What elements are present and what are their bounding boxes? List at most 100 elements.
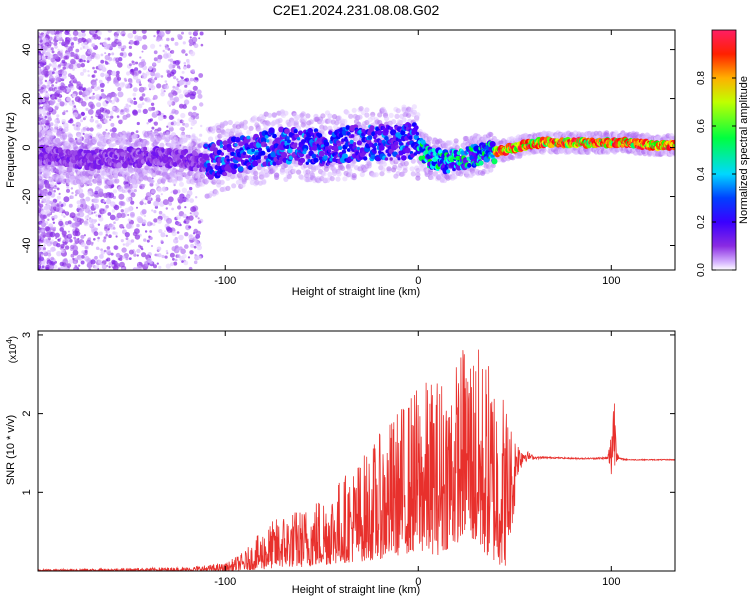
spectrogram-cell xyxy=(157,54,163,60)
spectrogram-cell xyxy=(176,231,180,234)
spectrogram-cell xyxy=(58,220,64,226)
spectrogram-cell xyxy=(102,199,106,203)
spectrogram-cell xyxy=(74,193,78,197)
spectrogram-cell xyxy=(108,99,112,103)
spectrogram-cell xyxy=(106,81,110,84)
spectrogram-cell xyxy=(160,232,166,238)
spectrogram-cell xyxy=(52,39,56,42)
spectrogram-cell xyxy=(136,206,138,209)
spectrogram-cell xyxy=(114,231,118,236)
spectrogram-cell xyxy=(139,245,143,249)
spectrogram-cell xyxy=(133,70,140,76)
spectrogram-cell xyxy=(91,241,94,245)
spectrogram-cell xyxy=(103,112,108,117)
spectrogram-cell xyxy=(176,214,182,220)
spectrogram-cell xyxy=(55,81,58,84)
spectrogram-cell xyxy=(111,264,115,267)
spectrogram-cell xyxy=(163,230,166,233)
spectrogram-cell xyxy=(164,80,168,83)
spectrogram-cell xyxy=(54,123,59,128)
spectrogram-cell xyxy=(137,109,142,113)
spectrogram-cell xyxy=(45,170,52,176)
spectrogram-cell xyxy=(191,111,198,118)
spectrogram-cell xyxy=(165,207,168,210)
spectrogram-cell xyxy=(98,216,104,222)
spectrogram-cell xyxy=(199,31,204,36)
spectrogram-cell xyxy=(342,176,348,182)
spectrogram-cell xyxy=(158,265,162,269)
spectrogram-cell xyxy=(41,253,44,256)
spectrogram-cell xyxy=(166,227,173,233)
spectrogram-cell xyxy=(121,189,126,194)
spectrogram-cell xyxy=(87,190,93,196)
spectrogram-cell xyxy=(242,124,248,130)
spectrogram-cell xyxy=(336,171,342,177)
spectrogram-cell xyxy=(181,31,184,35)
spectrogram-cell xyxy=(76,200,81,205)
spectrogram-cell xyxy=(181,187,188,193)
spectrogram-cell xyxy=(82,68,87,73)
spectrogram-cell xyxy=(77,212,81,216)
spectrogram-cell xyxy=(125,237,129,241)
spectrogram-cell xyxy=(158,210,163,215)
spectrogram-cell xyxy=(112,265,119,270)
spectrogram-cell xyxy=(59,101,65,107)
spectrogram-cell xyxy=(153,121,158,126)
spectrogram-cell xyxy=(426,136,433,142)
spectrogram-cell xyxy=(113,221,116,224)
spectrogram-cell xyxy=(97,239,100,242)
spectrogram-cell xyxy=(174,109,179,115)
spectrogram-cell xyxy=(80,54,87,60)
spectrogram-cell xyxy=(112,92,117,98)
spectrogram-cell xyxy=(63,127,69,133)
spectrogram-cell xyxy=(183,220,187,224)
spectrogram-cell xyxy=(53,53,59,59)
spectrogram-cell xyxy=(134,35,140,40)
spectrogram-cell xyxy=(168,63,174,69)
spectrogram-cell xyxy=(104,73,109,78)
spectrogram-cell xyxy=(55,107,59,111)
spectrogram-cell xyxy=(181,196,188,202)
spectrogram-cell xyxy=(79,257,83,262)
spectrogram-cell xyxy=(52,226,57,230)
spectrogram-cell xyxy=(167,100,173,106)
spectrogram-cell xyxy=(142,108,148,114)
spectrogram-cell xyxy=(51,50,55,54)
spectrogram-cell xyxy=(453,138,459,144)
spectrogram-cell xyxy=(182,253,187,259)
spectrogram-cell xyxy=(122,33,125,37)
spectrogram-cell xyxy=(69,239,73,243)
spectrogram-cell xyxy=(41,50,46,55)
spectrogram-cell xyxy=(248,125,254,131)
spectrogram-cell xyxy=(170,49,175,54)
spectrogram-cell xyxy=(57,98,62,103)
spectrogram-cell xyxy=(128,45,132,50)
spectrogram-cell xyxy=(181,120,185,123)
spectrogram-cell xyxy=(91,36,94,40)
spectrogram-cell xyxy=(192,31,198,37)
spectrogram-cell xyxy=(160,75,164,78)
spectrogram-cell xyxy=(86,127,90,132)
spectrogram-cell xyxy=(80,260,85,265)
spectrogram-cell xyxy=(47,213,51,217)
spectrogram-cell xyxy=(59,261,64,267)
spectrogram-cell xyxy=(305,113,311,119)
spectrogram-cell xyxy=(123,183,130,190)
spectrogram-cell xyxy=(133,189,137,193)
spectrogram-cell xyxy=(65,65,69,68)
spectrogram-cell xyxy=(74,96,81,103)
spectrogram-cell xyxy=(68,203,73,208)
spectrogram-cell xyxy=(128,257,132,260)
spectrogram-cell xyxy=(95,109,102,115)
spectrogram-cell xyxy=(115,82,120,87)
spectrogram-cell xyxy=(105,224,109,228)
spectrogram-cell xyxy=(147,221,152,227)
spectrogram-cell xyxy=(60,213,64,217)
spectrogram-cell xyxy=(88,96,92,100)
spectrogram-cell xyxy=(99,254,104,259)
spectrogram-cell xyxy=(159,44,162,47)
spectrogram-cell xyxy=(183,260,189,266)
spectrogram-cell xyxy=(50,246,56,253)
spectrogram-cell xyxy=(126,113,131,118)
spectrogram-cell xyxy=(166,217,172,224)
